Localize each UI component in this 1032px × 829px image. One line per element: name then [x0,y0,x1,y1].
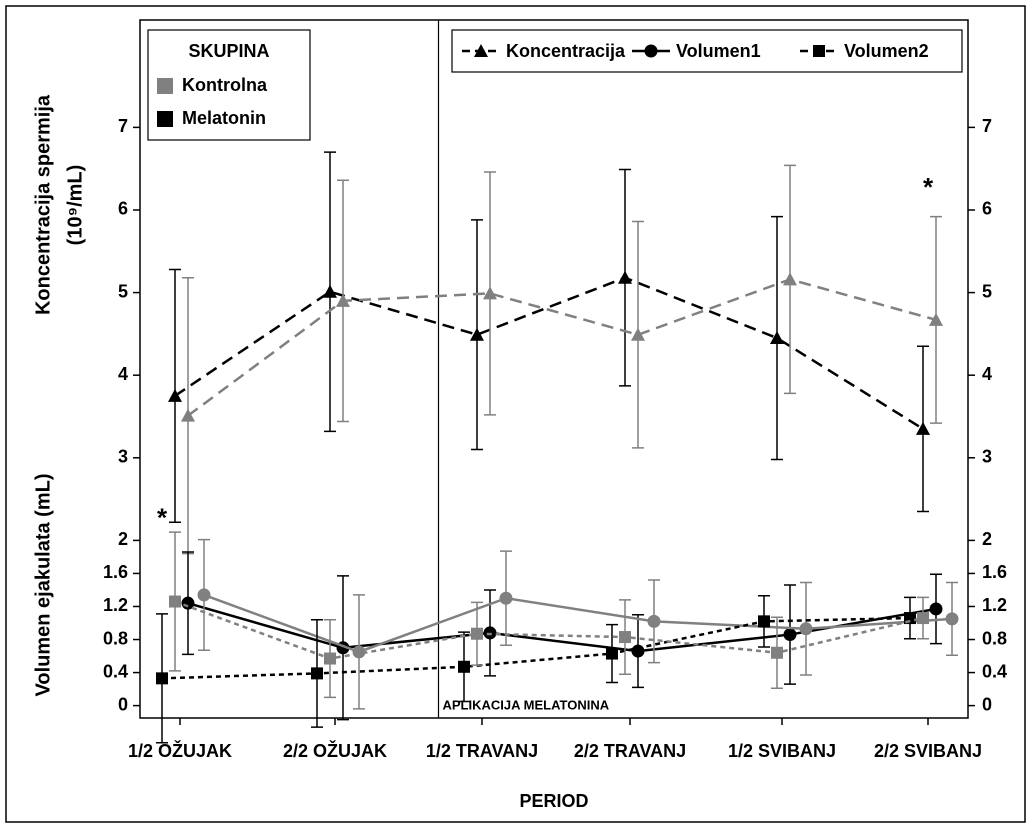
marker [311,667,323,680]
asterisk: * [923,172,934,202]
y-tick-label: 2 [118,529,128,549]
series-line [174,600,924,660]
marker [499,591,513,605]
marker [323,284,337,298]
marker [758,615,770,628]
x-axis-label: PERIOD [519,791,588,811]
marker [945,612,959,626]
marker [168,388,182,402]
marker [929,312,943,326]
x-tick-label: 1/2 SVIBANJ [728,741,836,761]
marker [156,672,168,685]
series-line [203,593,953,654]
marker [799,622,813,636]
marker [181,408,195,422]
y-tick-label: 6 [118,199,128,219]
marker [471,627,483,640]
legend-swatch [157,111,173,127]
x-tick-label: 2/2 TRAVANJ [574,741,686,761]
marker [470,327,484,341]
y-tick-label: 0.8 [103,628,128,648]
x-tick-label: 1/2 OŽUJAK [128,740,232,761]
y2-tick-label: 1.6 [982,562,1007,582]
y-tick-label: 7 [118,116,128,136]
marker [606,647,618,660]
legend-swatch [157,78,173,94]
marker [197,588,211,602]
y2-tick-label: 2 [982,529,992,549]
y2-tick-label: 0 [982,694,992,714]
y-tick-label: 0.4 [103,661,128,681]
y2-tick-label: 4 [982,364,992,384]
marker [929,602,943,616]
y-tick-label: 3 [118,447,128,467]
y2-tick-label: 0.8 [982,628,1007,648]
y-axis-label: Koncentracija spermija [32,94,54,315]
asterisk: * [157,503,168,533]
y2-tick-label: 7 [982,116,992,136]
y2-tick-label: 5 [982,281,992,301]
y2-tick-label: 1.2 [982,595,1007,615]
legend-label: Volumen2 [844,41,929,61]
outer-border [5,5,1026,823]
y2-tick-label: 3 [982,447,992,467]
marker [631,644,645,658]
marker [783,272,797,286]
legend-label: Koncentracija [506,41,626,61]
legend-label: Melatonin [182,108,266,128]
y-axis-label: Volumen ejakulata (mL) [32,473,54,696]
x-tick-label: 1/2 TRAVANJ [426,741,538,761]
marker [618,270,632,284]
marker [916,421,930,435]
y-tick-label: 1.2 [103,595,128,615]
series-line [174,276,924,430]
legend-label: Volumen1 [676,41,761,61]
y-tick-label: 1.6 [103,562,128,582]
marker [631,327,645,341]
marker [169,595,181,608]
group-legend-box [147,29,311,141]
measure-legend-box [451,29,963,73]
marker [483,286,497,300]
legend-label: Kontrolna [182,75,268,95]
marker [324,652,336,665]
y-tick-label: 0 [118,694,128,714]
legend-marker [474,44,488,57]
x-tick-label: 2/2 SVIBANJ [874,741,982,761]
series-line [161,616,911,680]
y-axis-unit: (10⁹/mL) [64,165,86,246]
marker [336,293,350,307]
legend-marker [813,45,825,57]
y-tick-label: 4 [118,364,128,384]
plot-frame [139,19,969,719]
marker [783,628,797,642]
marker [647,614,661,628]
y2-tick-label: 0.4 [982,661,1007,681]
legend-title: SKUPINA [188,41,269,61]
marker [619,631,631,644]
annotation: APLIKACIJA MELATONINA [443,697,610,712]
marker [458,660,470,673]
y-tick-label: 5 [118,281,128,301]
y2-tick-label: 6 [982,199,992,219]
legend-marker [644,44,658,58]
series-line [187,278,937,417]
marker [771,646,783,659]
marker [770,331,784,345]
x-tick-label: 2/2 OŽUJAK [283,740,387,761]
marker [917,612,929,625]
